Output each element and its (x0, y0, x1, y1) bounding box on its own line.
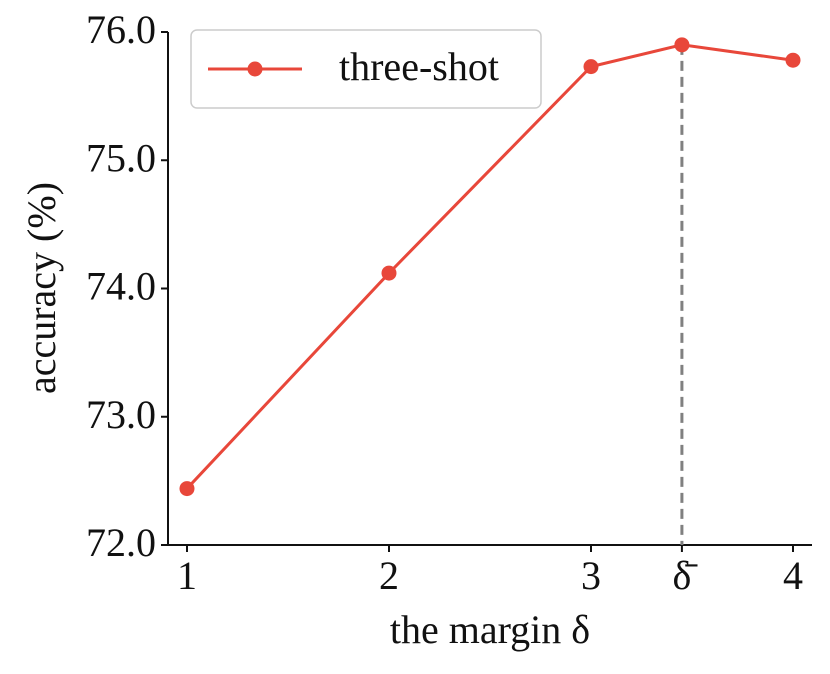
x-tick-label: 1 (177, 553, 197, 598)
legend-frame (190, 29, 542, 109)
y-axis-label: accuracy (%) (19, 182, 64, 394)
data-line (185, 43, 794, 490)
y-tick-label: 74.0 (86, 264, 156, 309)
y-tick-label: 72.0 (86, 520, 156, 565)
x-tick-label: 4 (783, 553, 803, 598)
legend-label: three-shot (339, 44, 499, 89)
x-tick-label: 3 (581, 553, 601, 598)
x-axis-label: the margin δ (390, 607, 590, 652)
data-point (674, 37, 690, 53)
y-tick-label: 76.0 (86, 7, 156, 52)
data-point (785, 52, 801, 68)
data-point (381, 265, 397, 281)
data-point (179, 481, 195, 497)
data-point (583, 59, 599, 75)
y-tick-label: 73.0 (86, 392, 156, 437)
x-tick-label: δ̄ (672, 553, 698, 598)
x-tick-label: 2 (379, 553, 399, 598)
legend-marker (247, 61, 263, 77)
y-tick-label: 75.0 (86, 135, 156, 180)
